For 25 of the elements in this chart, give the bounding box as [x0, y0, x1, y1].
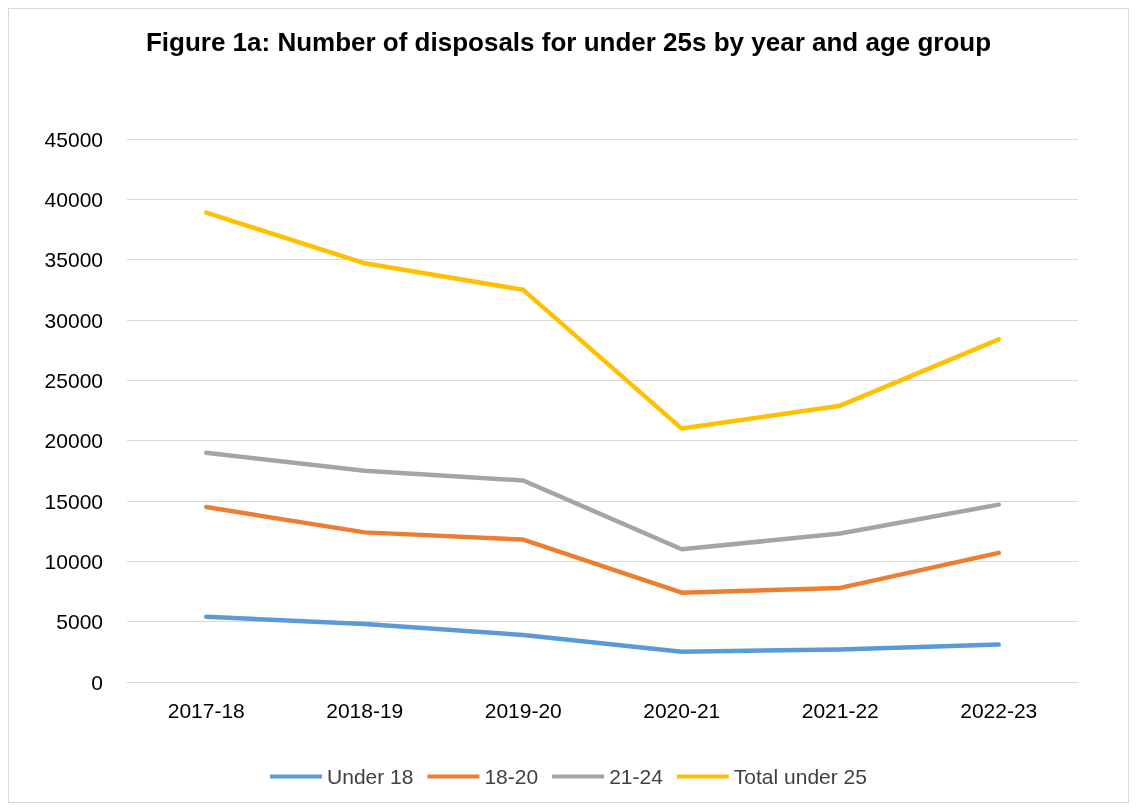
- x-tick-label: 2017-18: [167, 699, 245, 722]
- y-tick-label: 5000: [56, 610, 103, 634]
- line-series: [204, 210, 1001, 431]
- chart-title: Figure 1a: Number of disposals for under 25s by year and age group: [145, 27, 992, 57]
- x-tick-label: 2022-23: [960, 699, 1038, 722]
- y-tick-label: 45000: [44, 127, 103, 151]
- legend-label: Total under 25: [733, 765, 867, 788]
- y-tick-label: 10000: [44, 549, 103, 573]
- legend-label: Under 18: [327, 765, 414, 788]
- y-tick-label: 0: [91, 670, 103, 694]
- x-tick-label: 2020-21: [643, 699, 721, 722]
- y-tick-label: 15000: [44, 489, 103, 513]
- x-tick-label: 2021-22: [801, 699, 879, 722]
- y-tick-label: 25000: [44, 368, 103, 392]
- x-tick-label: 2018-19: [326, 699, 404, 722]
- x-tick-label: 2019-20: [484, 699, 562, 722]
- line-series: [204, 504, 1001, 595]
- y-tick-label: 30000: [44, 308, 103, 332]
- y-tick-label: 35000: [44, 248, 103, 272]
- line-series: [204, 614, 1001, 655]
- y-tick-label: 40000: [44, 187, 103, 211]
- legend-label: 18-20: [484, 765, 539, 788]
- legend-label: 21-24: [609, 765, 664, 788]
- line-series: [204, 450, 1001, 552]
- y-tick-label: 20000: [44, 429, 103, 453]
